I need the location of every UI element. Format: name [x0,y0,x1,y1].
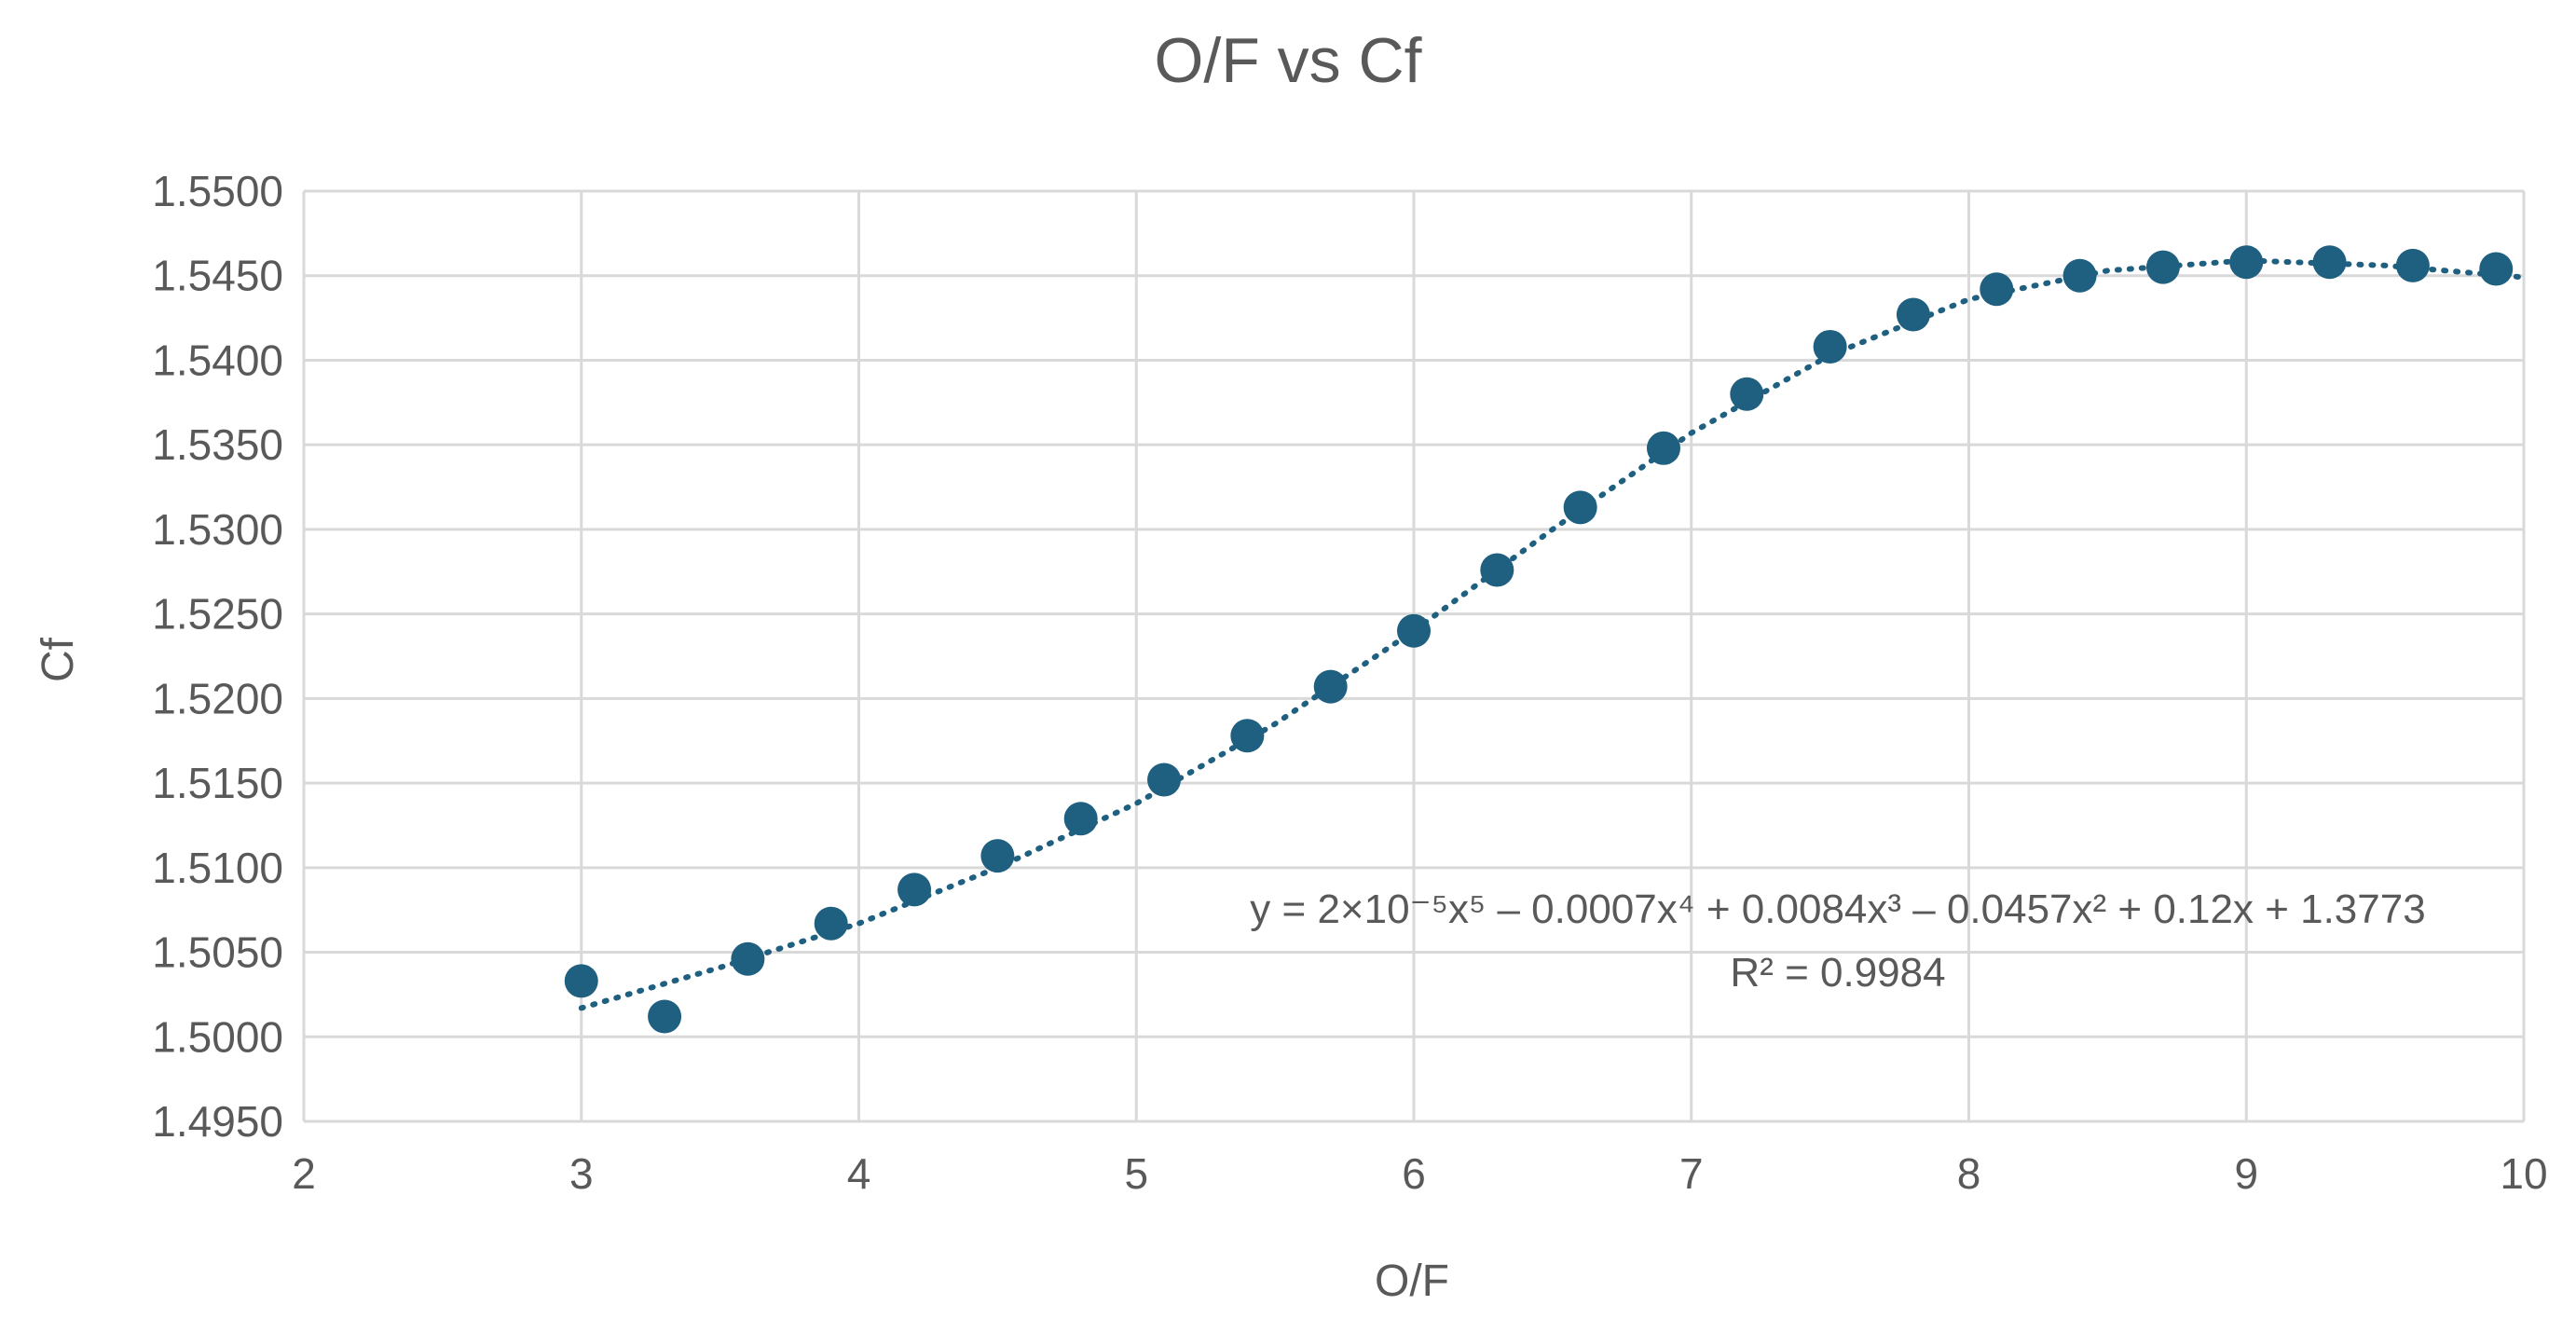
data-point [648,999,682,1034]
data-point [2062,258,2097,293]
x-tick-label: 3 [569,1149,594,1198]
y-tick-label: 1.5500 [152,167,283,215]
x-tick-label: 5 [1124,1149,1148,1198]
data-point [980,839,1015,873]
y-axis-ticks: 1.4950 1.5000 1.5050 1.5100 1.5150 1.5200 1.52… [152,167,283,1146]
y-tick-label: 1.5000 [152,1012,283,1061]
data-point [1563,490,1597,525]
trendline [578,257,2527,1011]
y-tick-label: 1.5100 [152,844,283,892]
y-tick-label: 1.5250 [152,590,283,639]
x-tick-label: 8 [1957,1149,1981,1198]
data-point [2312,245,2347,280]
data-point [2479,252,2514,286]
x-axis-label: O/F [1375,1257,1449,1306]
y-tick-label: 1.5050 [152,928,283,977]
y-tick-label: 1.5350 [152,420,283,469]
data-point [2229,245,2264,280]
y-tick-label: 1.5450 [152,252,283,300]
y-tick-label: 1.5150 [152,759,283,807]
data-point [2395,248,2430,282]
data-point [1980,272,2014,307]
data-point [1313,669,1348,704]
x-tick-label: 9 [2234,1149,2258,1198]
r-squared-label: R² = 0.9984 [1730,950,1945,996]
data-point [2145,250,2180,284]
x-tick-label: 4 [847,1149,871,1198]
data-point [1480,553,1514,587]
y-axis-label: Cf [34,637,83,682]
y-tick-label: 1.5200 [152,674,283,722]
data-point [1896,297,1930,332]
x-tick-label: 10 [2500,1149,2547,1198]
data-point [1646,431,1680,465]
grid [302,189,2526,1123]
data-point [1230,719,1265,753]
data-point [897,872,932,907]
chart-title: O/F vs Cf [1154,25,1421,96]
x-axis-ticks: 2 3 4 5 6 7 8 9 10 [292,1149,2547,1198]
x-tick-label: 2 [292,1149,316,1198]
data-point [1397,613,1431,648]
y-tick-label: 1.5400 [152,336,283,384]
x-tick-label: 6 [1402,1149,1426,1198]
trendline-equation: y = 2×10⁻⁵x⁵ – 0.0007x⁴ + 0.0084x³ – 0.0… [1250,886,2425,932]
data-point [814,906,848,941]
data-point [731,941,765,976]
y-tick-label: 1.5300 [152,505,283,554]
data-points [564,245,2514,1034]
data-point [1063,802,1098,836]
y-tick-label: 1.4950 [152,1097,283,1146]
data-point [1813,329,1847,364]
x-tick-label: 7 [1679,1149,1704,1198]
data-point [1147,763,1182,797]
data-point [1730,377,1764,411]
data-point [564,964,598,998]
